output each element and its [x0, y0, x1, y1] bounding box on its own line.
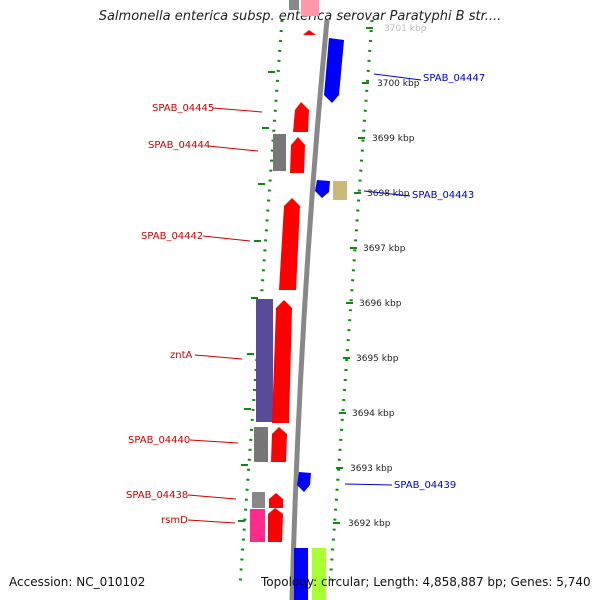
right-gene-label-group: SPAB_04447 SPAB_04443 SPAB_04439 [344, 73, 485, 491]
gene-feature-green[interactable] [312, 548, 326, 600]
kbp-tick-label: 3696 kbp [359, 299, 402, 309]
gene-feature-blue[interactable] [315, 180, 330, 198]
kbp-tick-label: 3700 kbp [377, 79, 420, 89]
gene-feature-red[interactable] [279, 198, 300, 290]
gene-feature-red[interactable] [268, 508, 283, 542]
gene-feature-red[interactable] [303, 30, 316, 35]
gene-label[interactable]: SPAB_04439 [394, 480, 456, 491]
kbp-tick-label: 3695 kbp [356, 354, 399, 364]
gene-label[interactable]: SPAB_04440 [128, 435, 190, 446]
gene-label[interactable]: SPAB_04444 [148, 140, 210, 151]
kbp-tick-label: 3693 kbp [350, 464, 393, 474]
left-gene-label-group: SPAB_04445 SPAB_04444 SPAB_04442 zntA SP… [126, 103, 263, 526]
gene-feature-pink[interactable] [250, 509, 265, 542]
gene-label[interactable]: zntA [170, 350, 193, 361]
gene-feature-blue[interactable] [294, 548, 308, 600]
gene-feature-gray[interactable] [252, 492, 265, 508]
gene-label[interactable]: SPAB_04445 [152, 103, 214, 114]
gene-feature-purple[interactable] [256, 299, 273, 422]
gene-feature-red[interactable] [272, 300, 292, 423]
gene-label[interactable]: SPAB_04438 [126, 490, 188, 501]
gene-label[interactable]: SPAB_04447 [423, 73, 485, 84]
map-title: Salmonella enterica subsp. enterica sero… [98, 9, 502, 24]
gene-label[interactable]: SPAB_04443 [412, 190, 474, 201]
gene-feature-tan[interactable] [333, 181, 347, 200]
gene-feature-pink[interactable] [301, 0, 319, 16]
kbp-tick-label: 3694 kbp [352, 409, 395, 419]
gene-feature-red[interactable] [290, 137, 305, 173]
gene-feature-gray[interactable] [289, 0, 299, 10]
gene-feature-red[interactable] [269, 493, 283, 508]
left-tick-marks [238, 71, 275, 522]
gene-feature-gray[interactable] [273, 134, 286, 171]
gene-feature-red[interactable] [293, 102, 309, 132]
topology-summary: Topology: circular; Length: 4,858,887 bp… [261, 575, 591, 589]
right-tick-marks [333, 27, 373, 524]
kbp-tick-label: 3692 kbp [348, 519, 391, 529]
gene-feature-red[interactable] [271, 427, 287, 462]
gene-label[interactable]: rsmD [161, 515, 188, 526]
accession-label: Accession: NC_010102 [9, 575, 146, 589]
kbp-tick-label: 3697 kbp [363, 244, 406, 254]
kbp-tick-label: 3701 kbp [384, 24, 427, 34]
kbp-tick-label: 3699 kbp [372, 134, 415, 144]
gene-feature-blue[interactable] [324, 38, 344, 103]
backbone-track [289, 19, 330, 600]
gene-feature-blue[interactable] [297, 472, 311, 492]
gene-feature-gray[interactable] [254, 427, 268, 462]
gene-label[interactable]: SPAB_04442 [141, 231, 203, 242]
